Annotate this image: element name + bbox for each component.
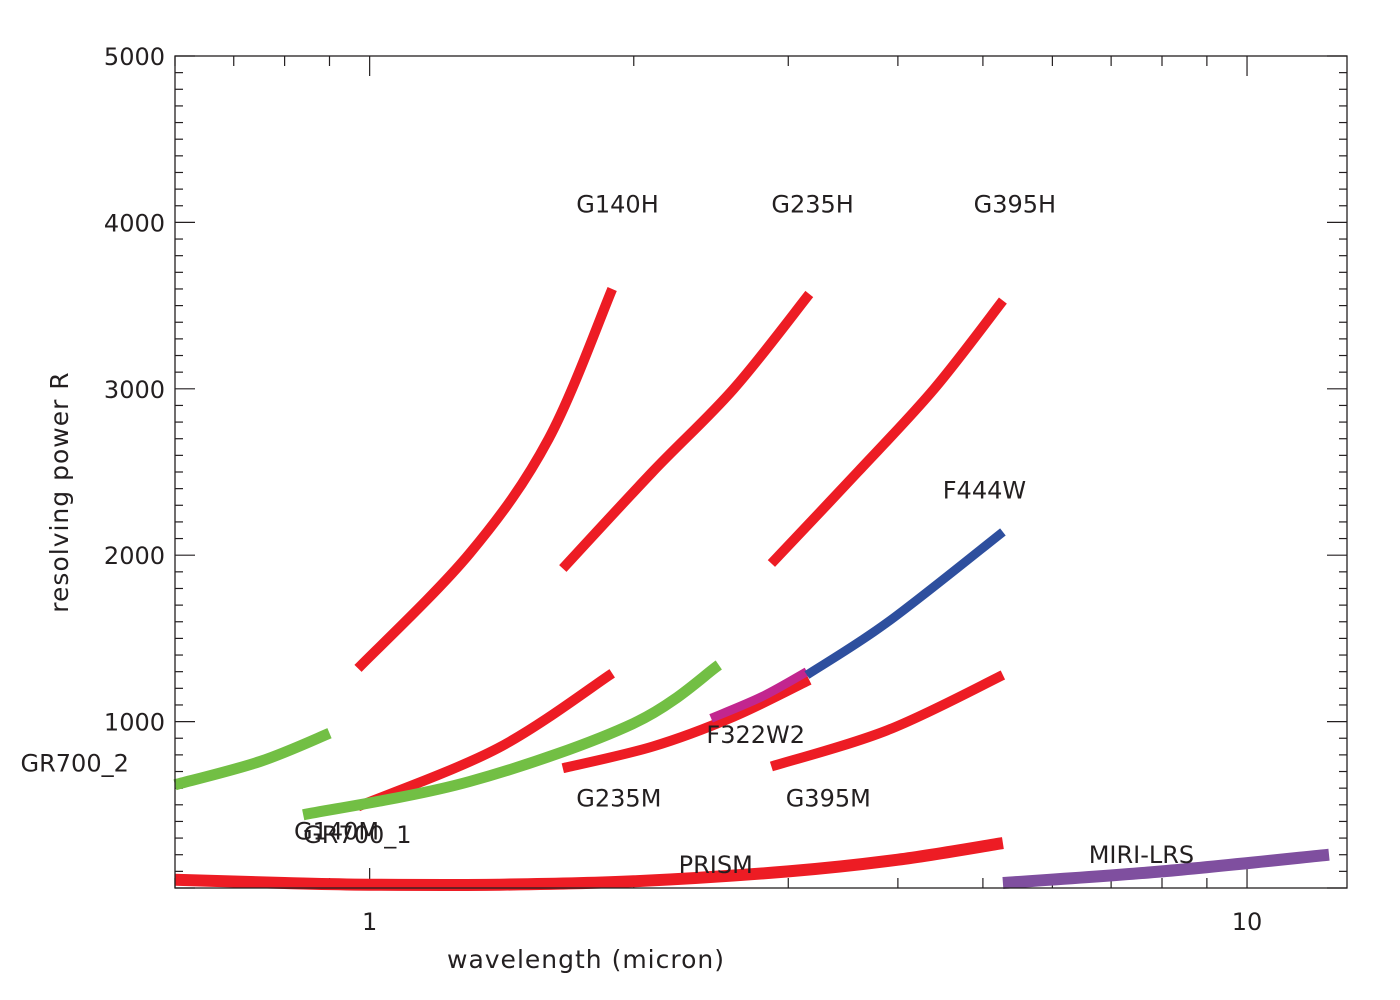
series-label-g140h: G140H xyxy=(576,190,658,218)
series-label-g140m: G140M xyxy=(294,818,379,846)
series-curve-g235m xyxy=(561,675,812,774)
series-label-miri-lrs: MIRI-LRS xyxy=(1089,841,1194,869)
y-tick-label: 2000 xyxy=(104,542,165,570)
plot-frame xyxy=(174,55,1348,889)
series-label-prism: PRISM xyxy=(679,851,753,879)
x-axis-title: wavelength (micron) xyxy=(447,945,725,974)
series-curve-f444w xyxy=(804,528,1006,679)
series-label-f444w: F444W xyxy=(943,477,1026,505)
series-label-g235m: G235M xyxy=(576,784,661,812)
axis-ticks xyxy=(174,55,1347,889)
series-curve-f322w2 xyxy=(709,667,810,723)
series-label-g235h: G235H xyxy=(771,190,853,218)
series-label-f322w2: F322W2 xyxy=(706,721,805,749)
series-curve-miri-lrs xyxy=(1002,848,1330,889)
series-curve-g235h xyxy=(559,290,814,572)
series-label-g395m: G395M xyxy=(786,784,871,812)
series-curve-g395m xyxy=(769,670,1006,772)
series-curve-gr700-1 xyxy=(302,660,723,821)
y-tick-label: 5000 xyxy=(104,43,165,71)
series-curve-g140m xyxy=(356,669,615,812)
y-tick-label: 4000 xyxy=(104,209,165,237)
series-curve-g395h xyxy=(767,297,1007,567)
series-labels: G140H G235H G395H G140M G235M G395M PRISM GR700… xyxy=(21,190,1195,879)
series-curve-gr700-2 xyxy=(173,728,332,791)
series-curve-prism xyxy=(174,837,1004,891)
x-tick-label: 10 xyxy=(1232,908,1263,936)
y-tick-label: 1000 xyxy=(104,709,165,737)
series-label-gr700-2: GR700_2 xyxy=(21,750,129,778)
y-axis-title: resolving power R xyxy=(45,371,74,612)
series-curve-g140h xyxy=(354,287,617,672)
series-label-gr700-1: GR700_1 xyxy=(303,821,411,849)
series-curves xyxy=(173,287,1330,891)
x-tick-label: 1 xyxy=(362,908,377,936)
tick-labels: 1000 2000 3000 4000 5000 1 10 xyxy=(104,43,1262,936)
y-tick-label: 3000 xyxy=(104,376,165,404)
series-label-g395h: G395H xyxy=(974,190,1056,218)
